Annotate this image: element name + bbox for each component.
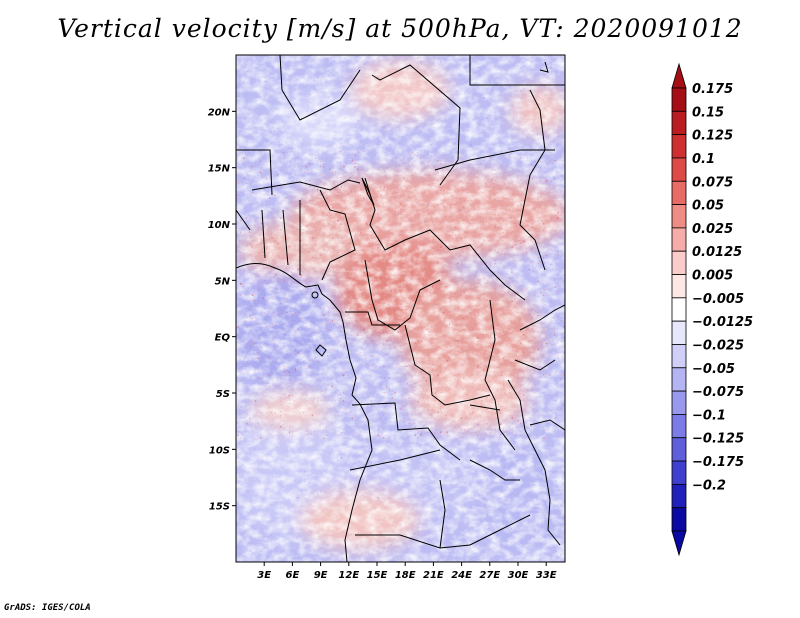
colorbar-label: −0.025 [692, 338, 744, 353]
map-title: Vertical velocity [m/s] at 500hPa, VT: 2… [57, 14, 743, 43]
grads-credit: GrADS: IGES/COLA [4, 603, 91, 613]
colorbar-bottom-arrow [671, 530, 687, 557]
colorbar-label: 0.075 [692, 175, 733, 190]
colorbar-band [671, 483, 687, 509]
lat-tick-label: 5N [215, 276, 231, 287]
colorbar-label: 0.175 [692, 82, 733, 97]
colorbar-band [671, 414, 687, 439]
colorbar-top-arrow [671, 62, 687, 89]
colorbar-label: 0.005 [692, 269, 733, 284]
lat-tick-label: EQ [215, 333, 231, 344]
latitude-ticks: 20N 15N 10N 5N EQ 5S 10S 15S [208, 107, 236, 513]
colorbar-band [671, 297, 687, 322]
colorbar-band [671, 180, 687, 205]
colorbar-label: 0.125 [692, 129, 733, 144]
colorbar-band [671, 344, 687, 369]
lat-tick-label: 10S [209, 445, 230, 456]
colorbar-band [671, 367, 687, 392]
lon-tick-label: 33E [536, 570, 557, 581]
colorbar-band [671, 204, 687, 229]
lat-tick-label: 10N [208, 220, 231, 231]
lon-tick-label: 24E [451, 570, 472, 581]
colorbar-label: 0.05 [692, 199, 724, 214]
colorbar-band [671, 157, 687, 182]
lon-tick-label: 18E [395, 570, 416, 581]
colorbar-band [671, 460, 687, 485]
colorbar-label: −0.1 [692, 408, 726, 423]
lon-tick-label: 6E [286, 570, 300, 581]
lat-tick-label: 15N [208, 164, 231, 175]
colorbar-label: −0.005 [692, 292, 744, 307]
colorbar-band [671, 390, 687, 415]
lon-tick-label: 30E [508, 570, 529, 581]
velocity-field [236, 55, 565, 562]
lat-tick-label: 5S [216, 389, 230, 400]
colorbar-label: 0.0125 [692, 245, 742, 260]
colorbar-label: −0.2 [692, 478, 726, 493]
colorbar-band [671, 110, 687, 136]
longitude-ticks: 3E 6E 9E 12E 15E 18E 21E 24E 27E 30E 33E [257, 562, 557, 581]
colorbar-label: −0.05 [692, 362, 735, 377]
colorbar-band [671, 507, 687, 532]
lon-tick-label: 15E [367, 570, 388, 581]
coastlines-and-borders [236, 55, 565, 562]
map-frame [235, 54, 566, 563]
colorbar-label: −0.0125 [692, 315, 753, 330]
lon-tick-label: 27E [479, 570, 500, 581]
colorbar-band [671, 320, 687, 345]
colorbar-band [671, 134, 687, 159]
colorbar-label: −0.075 [692, 385, 744, 400]
colorbar-band [671, 250, 687, 275]
colorbar-label: −0.175 [692, 455, 744, 470]
lon-tick-label: 12E [338, 570, 359, 581]
colorbar-label: 0.15 [692, 105, 724, 120]
colorbar-band [671, 274, 687, 299]
colorbar-label: 0.025 [692, 222, 733, 237]
lat-tick-label: 15S [209, 502, 230, 513]
colorbar-label: −0.125 [692, 432, 744, 447]
colorbar-band [671, 87, 687, 112]
colorbar-band [671, 227, 687, 252]
colorbar-label: 0.1 [692, 152, 715, 167]
lon-tick-label: 9E [314, 570, 328, 581]
lon-tick-label: 21E [423, 570, 444, 581]
lon-tick-label: 3E [257, 570, 271, 581]
lat-tick-label: 20N [208, 107, 231, 118]
colorbar-band [671, 437, 687, 462]
